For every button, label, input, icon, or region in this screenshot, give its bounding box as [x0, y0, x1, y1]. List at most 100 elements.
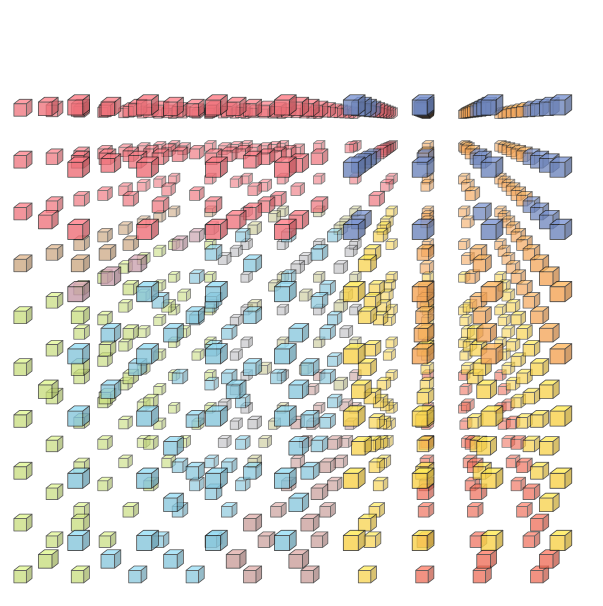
voxel-cube [274, 281, 297, 303]
voxel-cube [363, 531, 382, 548]
voxel-cube [480, 94, 504, 116]
voxel-cube [70, 254, 90, 273]
voxel-cube [118, 299, 133, 313]
voxel-cube [379, 178, 394, 192]
voxel-cube [270, 502, 287, 518]
voxel-cube [510, 476, 527, 492]
voxel-cube [411, 94, 435, 116]
voxel-cube [415, 306, 435, 325]
voxel-cube [67, 156, 90, 178]
voxel-cube [118, 337, 133, 352]
voxel-cube [122, 502, 139, 518]
voxel-cube [205, 343, 228, 365]
voxel-cube [189, 227, 205, 243]
voxel-cube [240, 271, 253, 283]
voxel-cube [185, 306, 205, 325]
voxel-cube [382, 348, 396, 361]
voxel-cube [310, 196, 329, 213]
voxel-cube [522, 531, 541, 548]
voxel-cube [67, 529, 90, 551]
voxel-cube [516, 502, 533, 518]
voxel-cube [530, 306, 550, 325]
voxel-cube [510, 310, 527, 326]
voxel-cube [229, 313, 243, 327]
voxel-cube [13, 98, 33, 117]
voxel-cube [349, 303, 362, 316]
voxel-cube [522, 340, 541, 357]
voxel-cube [411, 281, 435, 303]
voxel-cube [168, 402, 181, 414]
voxel-cube [419, 260, 435, 274]
voxel-cube [342, 218, 366, 240]
voxel-cube [67, 94, 90, 116]
voxel-cube [538, 379, 560, 399]
voxel-cube [168, 271, 181, 283]
voxel-cube [221, 502, 238, 518]
voxel-cube [281, 269, 297, 284]
voxel-cube [100, 379, 122, 399]
voxel-cube [415, 565, 435, 584]
voxel-cube [235, 435, 251, 450]
voxel-cube [472, 254, 492, 273]
voxel-cube [516, 368, 533, 385]
voxel-cube [204, 140, 217, 152]
voxel-cube [122, 191, 139, 207]
voxel-cube [313, 172, 326, 185]
voxel-cube [327, 476, 343, 492]
voxel-cube [385, 205, 398, 218]
voxel-cube [310, 148, 329, 165]
voxel-cube [13, 565, 33, 584]
voxel-cube [151, 196, 170, 213]
voxel-cube [357, 254, 377, 273]
voxel-cube [243, 98, 263, 117]
voxel-cube [136, 156, 159, 178]
voxel-cube [538, 266, 560, 286]
voxel-cube [458, 238, 471, 250]
voxel-cube [549, 281, 573, 303]
voxel-cube [549, 94, 573, 116]
voxel-cube [300, 461, 320, 480]
voxel-cube [136, 529, 159, 551]
voxel-cube [319, 457, 336, 474]
voxel-cube [549, 218, 573, 240]
voxel-cube [274, 94, 297, 116]
voxel-cube [225, 96, 247, 117]
voxel-cube [191, 348, 205, 361]
voxel-cube [205, 467, 228, 489]
voxel-cube [205, 529, 228, 551]
voxel-cube [257, 531, 276, 548]
voxel-cube [300, 565, 320, 584]
voxel-cube [385, 238, 398, 250]
voxel-cube [205, 218, 228, 240]
voxel-cube [229, 348, 243, 361]
voxel-cube [476, 549, 497, 569]
voxel-cube [136, 178, 151, 192]
voxel-cube [372, 476, 389, 492]
voxel-cube [274, 218, 297, 240]
voxel-cube [67, 281, 90, 303]
voxel-cube [205, 94, 228, 116]
voxel-cube [153, 244, 167, 257]
voxel-cube [205, 156, 228, 178]
voxel-cube [205, 281, 228, 303]
voxel-cube [118, 454, 133, 469]
voxel-cube [136, 218, 159, 240]
voxel-cube [327, 352, 343, 367]
voxel-cube [342, 156, 366, 178]
voxel-cube [177, 288, 191, 302]
voxel-cube [67, 405, 90, 427]
voxel-cube [319, 413, 336, 429]
voxel-cube [204, 376, 219, 391]
voxel-cube [342, 94, 366, 116]
voxel-cube [549, 343, 573, 365]
voxel-cube [100, 153, 122, 173]
voxel-cube [270, 368, 287, 385]
voxel-cube [480, 156, 504, 178]
voxel-cube [522, 292, 541, 309]
voxel-cube [464, 269, 481, 284]
voxel-cube [13, 461, 33, 480]
voxel-cube [538, 323, 560, 343]
voxel-cube [472, 306, 492, 325]
